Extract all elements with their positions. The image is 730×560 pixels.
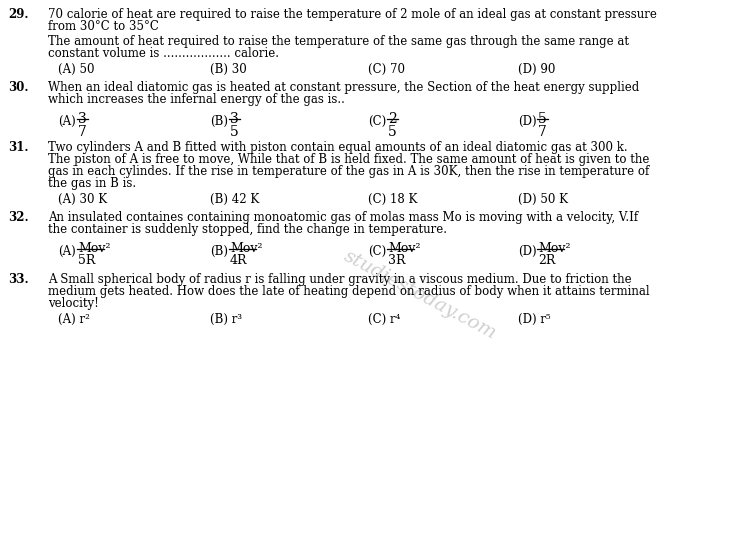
Text: (C) 70: (C) 70 xyxy=(368,63,405,76)
Text: (C) 18 K: (C) 18 K xyxy=(368,193,418,206)
Text: Mov²: Mov² xyxy=(78,242,110,255)
Text: 70 calorie of heat are required to raise the temperature of 2 mole of an ideal g: 70 calorie of heat are required to raise… xyxy=(48,8,657,21)
Text: (D) 50 K: (D) 50 K xyxy=(518,193,568,206)
Text: gas in each cylindes. If the rise in temperature of the gas in A is 30K, then th: gas in each cylindes. If the rise in tem… xyxy=(48,165,649,178)
Text: medium gets heated. How does the late of heating depend on radius of body when i: medium gets heated. How does the late of… xyxy=(48,285,650,298)
Text: the container is suddenly stopped, find the change in temperature.: the container is suddenly stopped, find … xyxy=(48,223,447,236)
Text: Mov²: Mov² xyxy=(388,242,420,255)
Text: (D): (D) xyxy=(518,115,537,128)
Text: (C): (C) xyxy=(368,115,386,128)
Text: Two cylinders A and B fitted with piston contain equal amounts of an ideal diato: Two cylinders A and B fitted with piston… xyxy=(48,141,628,154)
Text: Mov²: Mov² xyxy=(538,242,571,255)
Text: (B) r³: (B) r³ xyxy=(210,313,242,326)
Text: A Small spherical body of radius r is falling under gravity in a viscous medium.: A Small spherical body of radius r is fa… xyxy=(48,273,631,286)
Text: When an ideal diatomic gas is heated at constant pressure, the Section of the he: When an ideal diatomic gas is heated at … xyxy=(48,81,639,94)
Text: 5R: 5R xyxy=(78,254,96,268)
Text: (B) 42 K: (B) 42 K xyxy=(210,193,259,206)
Text: studiestoday.com: studiestoday.com xyxy=(341,247,499,343)
Text: (A) r²: (A) r² xyxy=(58,313,90,326)
Text: (C): (C) xyxy=(368,245,386,258)
Text: (A) 30 K: (A) 30 K xyxy=(58,193,107,206)
Text: 3: 3 xyxy=(78,112,87,126)
Text: constant volume is .................. calorie.: constant volume is .................. ca… xyxy=(48,47,279,60)
Text: (C) r⁴: (C) r⁴ xyxy=(368,313,400,326)
Text: 7: 7 xyxy=(538,124,547,138)
Text: 31.: 31. xyxy=(8,141,28,154)
Text: 3R: 3R xyxy=(388,254,405,268)
Text: from 30°C to 35°C: from 30°C to 35°C xyxy=(48,20,159,33)
Text: (B) 30: (B) 30 xyxy=(210,63,247,76)
Text: 32.: 32. xyxy=(8,211,28,224)
Text: (D) 90: (D) 90 xyxy=(518,63,556,76)
Text: (A): (A) xyxy=(58,115,76,128)
Text: 7: 7 xyxy=(78,124,87,138)
Text: (D): (D) xyxy=(518,245,537,258)
Text: The piston of A is free to move, While that of B is held fixed. The same amount : The piston of A is free to move, While t… xyxy=(48,153,650,166)
Text: (A): (A) xyxy=(58,245,76,258)
Text: 4R: 4R xyxy=(230,254,247,268)
Text: 5: 5 xyxy=(230,124,239,138)
Text: 33.: 33. xyxy=(8,273,28,286)
Text: the gas in B is.: the gas in B is. xyxy=(48,177,136,190)
Text: (D) r⁵: (D) r⁵ xyxy=(518,313,550,326)
Text: 30.: 30. xyxy=(8,81,28,94)
Text: (B): (B) xyxy=(210,245,228,258)
Text: 5: 5 xyxy=(388,124,396,138)
Text: The amount of heat required to raise the temperature of the same gas through the: The amount of heat required to raise the… xyxy=(48,35,629,48)
Text: 2R: 2R xyxy=(538,254,556,268)
Text: 5: 5 xyxy=(538,112,547,126)
Text: 29.: 29. xyxy=(8,8,28,21)
Text: 2: 2 xyxy=(388,112,396,126)
Text: 3: 3 xyxy=(230,112,239,126)
Text: velocity!: velocity! xyxy=(48,297,99,310)
Text: (B): (B) xyxy=(210,115,228,128)
Text: Mov²: Mov² xyxy=(230,242,263,255)
Text: which increases the infernal energy of the gas is..: which increases the infernal energy of t… xyxy=(48,93,345,106)
Text: (A) 50: (A) 50 xyxy=(58,63,94,76)
Text: An insulated containes containing monoatomic gas of molas mass Mo is moving with: An insulated containes containing monoat… xyxy=(48,211,638,224)
